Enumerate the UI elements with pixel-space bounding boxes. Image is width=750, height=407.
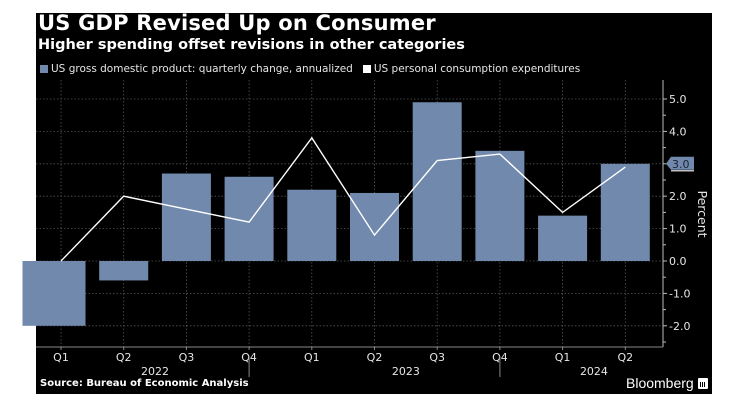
bar-series: [22, 102, 650, 326]
legend-swatch-pce-icon: [362, 65, 371, 73]
year-label: 2022: [141, 365, 169, 378]
x-tick-label: Q2: [617, 351, 633, 364]
gridlines: [36, 80, 663, 347]
gdp-bar: [412, 102, 462, 262]
bloomberg-chart-icon: [697, 377, 708, 389]
gdp-bar: [475, 150, 525, 261]
y-tick-label: 1.0: [669, 223, 687, 236]
y-tick-label: -2.0: [669, 320, 690, 333]
gdp-bar: [99, 261, 149, 281]
x-tick-label: Q1: [304, 351, 320, 364]
last-value-badge: [666, 156, 694, 170]
x-tick-label: Q3: [429, 351, 445, 364]
gdp-bar: [22, 261, 86, 326]
last-value-label: 3.0: [672, 158, 690, 171]
gdp-bar: [538, 215, 588, 261]
x-tick-label: Q1: [53, 351, 69, 364]
legend-label-gdp: US gross domestic product: quarterly cha…: [51, 63, 353, 75]
pce-line: [60, 136, 626, 262]
gdp-bar: [600, 163, 650, 261]
legend-item-pce: US personal consumption expenditures: [362, 63, 581, 75]
brand-label: Bloomberg: [626, 375, 694, 391]
chart-title: US GDP Revised Up on Consumer: [38, 11, 436, 35]
y-tick-label: 5.0: [669, 93, 687, 106]
x-tick-label: Q1: [555, 351, 571, 364]
legend-label-pce: US personal consumption expenditures: [373, 63, 581, 75]
x-tick-label: Q2: [116, 351, 132, 364]
line-series: [60, 136, 626, 262]
y-tick-label: 2.0: [669, 190, 687, 203]
legend-swatch-gdp-icon: [40, 65, 48, 73]
y-tick-label: 4.0: [669, 125, 687, 138]
year-label: 2023: [392, 365, 420, 378]
x-tick-label: Q2: [367, 351, 383, 364]
legend-item-gdp: US gross domestic product: quarterly cha…: [40, 63, 353, 75]
y-tick-label: -1.0: [669, 287, 690, 300]
y-tick-label: 0.0: [669, 255, 687, 268]
gdp-bar: [350, 192, 399, 261]
chart-subtitle: Higher spending offset revisions in othe…: [38, 37, 465, 53]
legend: US gross domestic product: quarterly cha…: [40, 63, 590, 75]
bloomberg-logo: Bloomberg: [626, 375, 708, 391]
gdp-bar: [161, 173, 211, 261]
axes: 5.04.02.01.00.0-1.0-2.03.0Q1 Q2 Q3 Q4 Q1 Q2 Q3…: [36, 80, 694, 378]
source-note: Source: Bureau of Economic Analysis: [40, 378, 249, 389]
x-tick-label: Q3: [179, 351, 195, 364]
year-label: 2024: [580, 365, 608, 378]
y-axis-label: Percent: [695, 190, 710, 237]
gdp-bar: [287, 189, 337, 261]
